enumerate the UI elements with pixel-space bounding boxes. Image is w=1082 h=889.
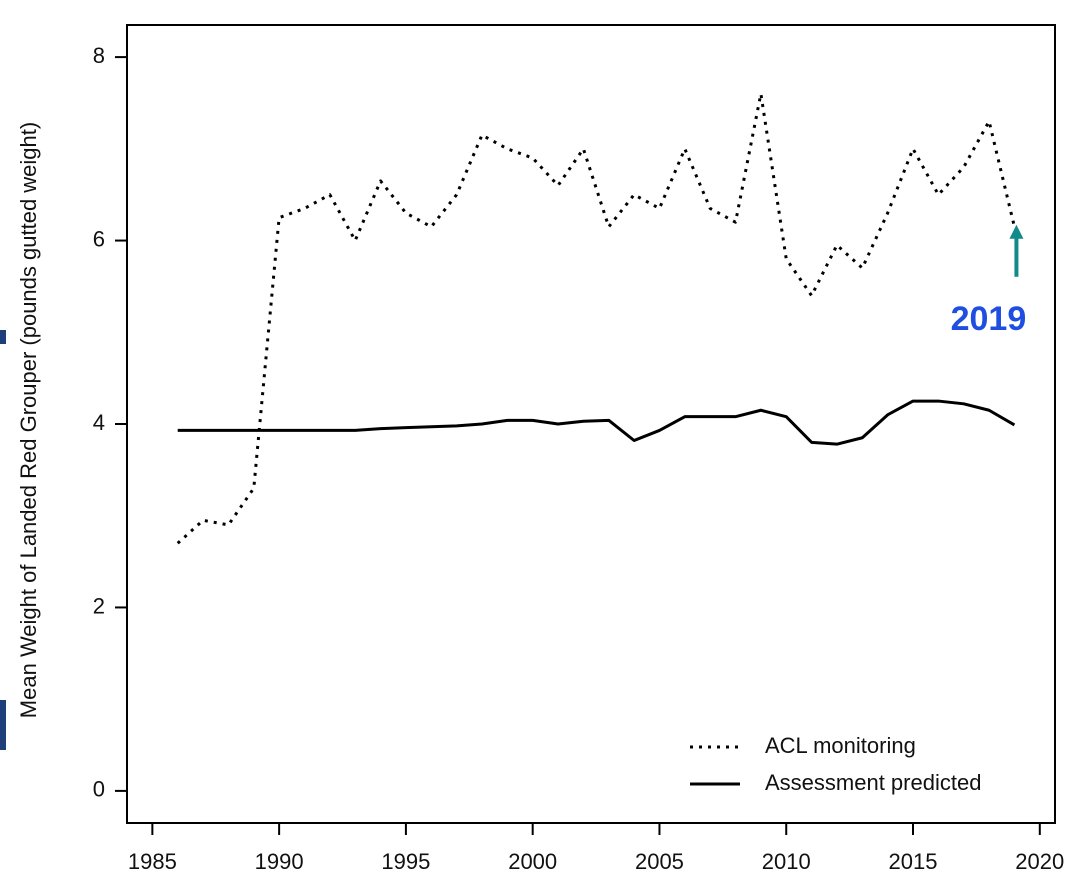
x-tick-label: 2000 xyxy=(508,849,557,874)
x-tick-label: 1985 xyxy=(128,849,177,874)
edge-mark xyxy=(0,330,6,344)
x-tick-label: 2020 xyxy=(1015,849,1064,874)
annotation-label: 2019 xyxy=(951,300,1027,338)
annotation-arrowhead xyxy=(1009,224,1024,239)
y-tick-label: 0 xyxy=(93,777,105,802)
plot-frame xyxy=(126,24,1056,824)
x-tick-label: 1995 xyxy=(381,849,430,874)
edge-mark xyxy=(0,700,6,750)
x-tick-label: 2015 xyxy=(889,849,938,874)
legend-label: Assessment predicted xyxy=(765,770,981,795)
data-line xyxy=(177,399,1016,446)
y-axis-title: Mean Weight of Landed Red Grouper (pound… xyxy=(16,122,41,718)
y-tick-label: 8 xyxy=(93,43,105,68)
x-tick-label: 2005 xyxy=(635,849,684,874)
y-tick-label: 6 xyxy=(93,226,105,251)
y-tick-label: 4 xyxy=(93,410,105,435)
data-line xyxy=(176,92,1016,545)
x-tick-label: 2010 xyxy=(762,849,811,874)
x-tick-label: 1990 xyxy=(255,849,304,874)
legend-label: ACL monitoring xyxy=(765,733,916,758)
y-tick-label: 2 xyxy=(93,593,105,618)
